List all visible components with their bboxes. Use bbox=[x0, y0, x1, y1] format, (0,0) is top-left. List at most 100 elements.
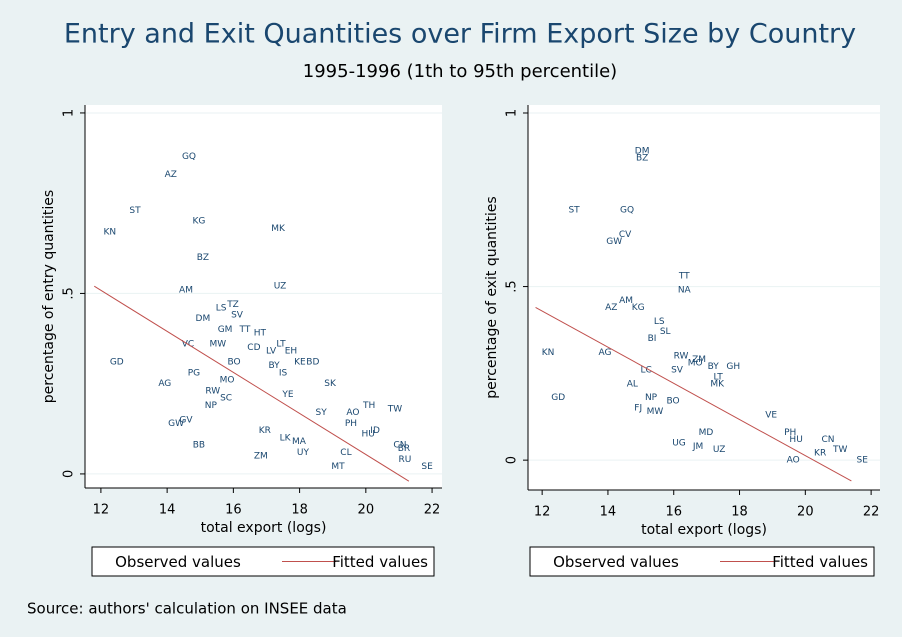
point-label: LS bbox=[216, 303, 227, 313]
point-label: KG bbox=[632, 303, 645, 313]
point-label: TT bbox=[239, 325, 251, 335]
point-label: BZ bbox=[197, 253, 209, 263]
point-label: AL bbox=[627, 379, 638, 389]
point-label: LS bbox=[654, 317, 665, 327]
point-label: SL bbox=[660, 327, 671, 337]
point-label: SY bbox=[316, 408, 328, 418]
x-tick-label: 20 bbox=[358, 503, 375, 518]
point-label: LC bbox=[640, 365, 651, 375]
x-tick-label: 14 bbox=[159, 503, 176, 518]
point-label: SV bbox=[231, 311, 244, 321]
point-label: KR bbox=[259, 426, 271, 436]
point-label: MO bbox=[220, 376, 235, 386]
point-label: GQ bbox=[620, 206, 634, 216]
point-label: TW bbox=[387, 404, 402, 414]
point-label: AM bbox=[179, 285, 193, 295]
chart-subtitle: 1995-1996 (1th to 95th percentile) bbox=[303, 61, 617, 82]
legend-label: Observed values bbox=[553, 553, 679, 571]
point-label: BD bbox=[306, 358, 319, 368]
point-label: MK bbox=[710, 379, 725, 389]
x-tick-label: 22 bbox=[863, 505, 880, 520]
y-tick-label: 0 bbox=[505, 456, 520, 464]
point-label: SV bbox=[671, 365, 684, 375]
legend-label: Fitted values bbox=[332, 553, 428, 571]
point-label: ZM bbox=[692, 355, 706, 365]
point-label: MD bbox=[699, 428, 714, 438]
point-label: BI bbox=[648, 334, 657, 344]
y-tick-label: 1 bbox=[62, 109, 77, 117]
plot-area bbox=[85, 105, 442, 488]
point-label: SC bbox=[220, 394, 232, 404]
point-label: BR bbox=[398, 444, 410, 454]
point-label: NP bbox=[645, 393, 658, 403]
point-label: BY bbox=[269, 361, 281, 371]
x-tick-label: 18 bbox=[731, 505, 748, 520]
point-label: LV bbox=[266, 347, 277, 357]
point-label: TW bbox=[832, 445, 847, 455]
point-label: PG bbox=[188, 368, 200, 378]
point-label: BO bbox=[227, 358, 240, 368]
x-tick-label: 22 bbox=[424, 503, 441, 518]
point-label: VE bbox=[765, 411, 777, 421]
point-label: TZ bbox=[226, 300, 239, 310]
point-label: KG bbox=[192, 217, 205, 227]
point-label: GQ bbox=[182, 152, 196, 162]
point-label: RW bbox=[674, 351, 689, 361]
point-label: PH bbox=[345, 419, 357, 429]
point-label: HT bbox=[254, 329, 267, 339]
point-label: GM bbox=[218, 325, 233, 335]
y-axis-title: percentage of entry quantities bbox=[41, 190, 57, 403]
y-tick-label: 1 bbox=[505, 109, 520, 117]
x-tick-label: 14 bbox=[600, 505, 617, 520]
legend-label: Fitted values bbox=[772, 553, 868, 571]
point-label: GW bbox=[168, 419, 184, 429]
x-axis-title: total export (logs) bbox=[201, 520, 327, 536]
point-label: IS bbox=[279, 368, 288, 378]
y-axis-title: percentage of exit quantities bbox=[484, 196, 500, 398]
legend bbox=[529, 546, 875, 577]
point-label: GD bbox=[551, 393, 565, 403]
y-tick-label: .5 bbox=[505, 280, 520, 292]
point-label: AZ bbox=[605, 303, 617, 313]
point-label: CD bbox=[247, 343, 260, 353]
point-label: RW bbox=[205, 386, 220, 396]
fitted-line bbox=[535, 306, 852, 482]
point-label: MO bbox=[688, 358, 703, 368]
point-label: AZ bbox=[165, 170, 177, 180]
legend bbox=[91, 546, 435, 577]
point-label: HU bbox=[361, 430, 374, 440]
point-label: FJ bbox=[634, 404, 642, 414]
x-tick-label: 16 bbox=[665, 505, 682, 520]
point-label: GW bbox=[606, 237, 622, 247]
point-label: AG bbox=[158, 379, 171, 389]
point-label: UY bbox=[297, 448, 310, 458]
point-label: JM bbox=[692, 442, 703, 452]
point-label: MA bbox=[292, 437, 307, 447]
point-label: NP bbox=[205, 401, 218, 411]
point-label: NA bbox=[678, 286, 692, 296]
point-label: BB bbox=[193, 441, 205, 451]
y-tick-label: 0 bbox=[62, 470, 77, 478]
point-label: MW bbox=[647, 407, 664, 417]
point-label: BY bbox=[708, 362, 720, 372]
x-tick-label: 18 bbox=[291, 503, 308, 518]
point-label: ST bbox=[129, 206, 141, 216]
point-label: KN bbox=[104, 228, 117, 238]
x-tick-label: 16 bbox=[225, 503, 242, 518]
x-tick-label: 12 bbox=[93, 503, 110, 518]
point-label: KN bbox=[542, 348, 555, 358]
point-label: SE bbox=[857, 456, 869, 466]
point-label: KR bbox=[814, 449, 826, 459]
point-label: CN bbox=[393, 441, 406, 451]
fitted-line bbox=[94, 285, 410, 482]
source-note: Source: authors' calculation on INSEE da… bbox=[27, 600, 347, 618]
point-label: MK bbox=[271, 224, 286, 234]
point-label: SE bbox=[421, 462, 433, 472]
point-label: BO bbox=[667, 397, 680, 407]
x-axis-title: total export (logs) bbox=[641, 522, 767, 538]
point-label: GH bbox=[726, 362, 740, 372]
point-label: UG bbox=[672, 438, 686, 448]
point-label: CN bbox=[822, 435, 835, 445]
point-label: UZ bbox=[274, 282, 287, 292]
point-label: AM bbox=[619, 296, 633, 306]
